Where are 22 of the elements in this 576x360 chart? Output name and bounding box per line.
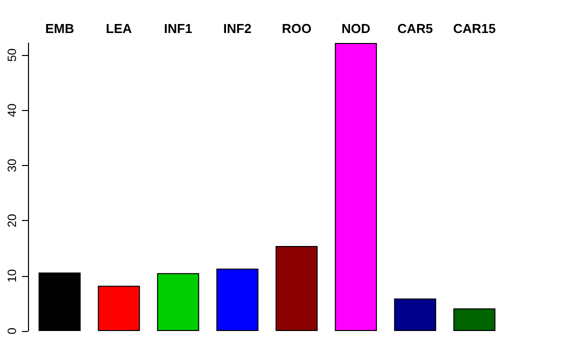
bar: [38, 272, 81, 331]
x-tick-label: LEA: [106, 21, 132, 36]
bar: [276, 246, 318, 331]
x-tick-label: CAR5: [397, 21, 433, 36]
y-tick-label: 0: [5, 327, 19, 334]
bar: [98, 286, 140, 331]
bar: [216, 268, 258, 331]
bar: [157, 273, 200, 331]
bar: [453, 308, 496, 331]
y-tick-label: 30: [5, 158, 19, 172]
x-tick-label: CAR15: [453, 21, 496, 36]
bar: [334, 43, 377, 331]
x-tick-label: EMB: [45, 21, 74, 36]
bar: [394, 298, 436, 331]
x-tick-label: NOD: [341, 21, 370, 36]
y-tick-label: 20: [5, 214, 19, 228]
y-tick-label: 10: [5, 268, 19, 283]
y-tick-label: 50: [5, 48, 19, 62]
x-tick-label: INF1: [164, 21, 192, 36]
x-tick-label: ROO: [282, 21, 312, 36]
y-tick-label: 40: [5, 103, 19, 117]
x-tick-label: INF2: [223, 21, 252, 36]
